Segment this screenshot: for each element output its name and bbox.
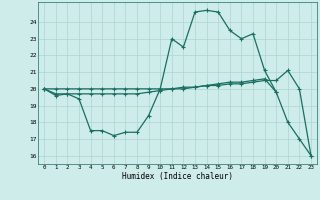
X-axis label: Humidex (Indice chaleur): Humidex (Indice chaleur) [122, 172, 233, 181]
